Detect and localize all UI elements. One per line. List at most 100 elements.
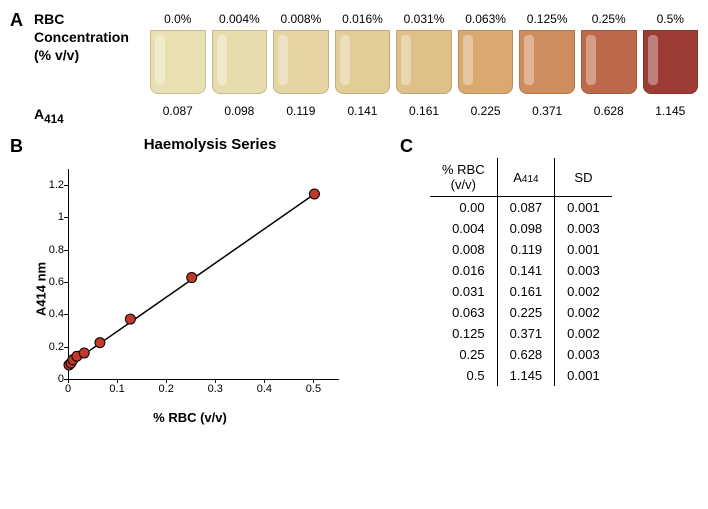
table-row: 0.000.0870.001	[430, 197, 612, 219]
cuvette	[519, 30, 575, 94]
concentration-value: 0.031%	[396, 12, 452, 26]
table-cell: 0.087	[497, 197, 555, 219]
table-cell: 0.371	[497, 323, 555, 344]
a414-value: 0.161	[396, 104, 452, 118]
panel-a: A RBC Concentration (% v/v) 0.0%0.004%0.…	[10, 10, 698, 118]
a414-value: 0.098	[212, 104, 268, 118]
concentration-value: 0.004%	[212, 12, 268, 26]
table-header-row: % RBC (v/v) A414 SD	[430, 158, 612, 197]
table-body: 0.000.0870.0010.0040.0980.0030.0080.1190…	[430, 197, 612, 387]
cuvette	[335, 30, 391, 94]
a414-value: 0.119	[273, 104, 329, 118]
plot-area	[68, 169, 339, 380]
panel-a-label: A	[10, 10, 23, 31]
y-tick-label: 0.8	[34, 244, 64, 256]
table-cell: 0.00	[430, 197, 497, 219]
y-tick-label: 0.2	[34, 341, 64, 353]
table-row: 0.1250.3710.002	[430, 323, 612, 344]
x-tick-label: 0.4	[257, 383, 272, 395]
concentration-value: 0.25%	[581, 12, 637, 26]
concentration-value: 0.016%	[335, 12, 391, 26]
data-point	[309, 189, 319, 199]
table-cell: 0.003	[555, 218, 612, 239]
col-sd-header: SD	[555, 158, 612, 197]
col-a414-header: A414	[497, 158, 555, 197]
chart-svg	[69, 169, 339, 379]
panel-b-label: B	[10, 136, 23, 157]
y-tick-label: 0	[34, 373, 64, 385]
panel-b: B Haemolysis Series A414 nm 00.20.40.60.…	[10, 136, 370, 419]
table-cell: 0.002	[555, 323, 612, 344]
table-cell: 0.225	[497, 302, 555, 323]
table-row: 0.0080.1190.001	[430, 239, 612, 260]
a414-label: A414	[34, 106, 64, 126]
x-tick-label: 0.3	[208, 383, 223, 395]
data-point	[187, 273, 197, 283]
table-cell: 0.063	[430, 302, 497, 323]
table-cell: 0.141	[497, 260, 555, 281]
cuvette-row	[150, 30, 698, 94]
y-tick-label: 0.4	[34, 308, 64, 320]
panel-c-label: C	[400, 136, 413, 157]
x-tick-label: 0	[65, 383, 71, 395]
concentration-row: 0.0% 0.004% 0.008% 0.016% 0.031% 0.063% 0.125%…	[150, 10, 698, 26]
a414-value: 0.371	[519, 104, 575, 118]
rbc-line2: Concentration	[34, 29, 129, 45]
table-cell: 1.145	[497, 365, 555, 386]
table-cell: 0.5	[430, 365, 497, 386]
concentration-value: 0.0%	[150, 12, 206, 26]
cuvette	[643, 30, 699, 94]
table-cell: 0.161	[497, 281, 555, 302]
table-cell: 0.125	[430, 323, 497, 344]
y-tick-label: 1.2	[34, 179, 64, 191]
col-rbc-header: % RBC (v/v)	[430, 158, 497, 197]
y-tick-label: 0.6	[34, 276, 64, 288]
table-cell: 0.002	[555, 281, 612, 302]
concentration-value: 0.5%	[643, 12, 699, 26]
y-tick-label: 1	[34, 211, 64, 223]
x-tick-label: 0.1	[109, 383, 124, 395]
table-row: 0.0040.0980.003	[430, 218, 612, 239]
table-cell: 0.004	[430, 218, 497, 239]
table-cell: 0.031	[430, 281, 497, 302]
panel-c: C % RBC (v/v) A414 SD	[400, 136, 660, 419]
table-cell: 0.119	[497, 239, 555, 260]
lower-row: B Haemolysis Series A414 nm 00.20.40.60.…	[10, 136, 698, 419]
rbc-line3: (% v/v)	[34, 47, 79, 63]
rbc-concentration-label: RBC Concentration (% v/v)	[34, 10, 129, 65]
a414-value: 0.087	[150, 104, 206, 118]
table-cell: 0.001	[555, 197, 612, 219]
concentration-value: 0.008%	[273, 12, 329, 26]
chart-wrap: A414 nm 00.20.40.60.811.2 00.10.20.30.40…	[20, 159, 360, 419]
a414-values-row: 0.087 0.098 0.119 0.141 0.161 0.225 0.371 0.628…	[150, 104, 698, 118]
table-cell: 0.016	[430, 260, 497, 281]
table-cell: 0.002	[555, 302, 612, 323]
table-row: 0.0160.1410.003	[430, 260, 612, 281]
cuvette	[273, 30, 329, 94]
concentration-value: 0.125%	[519, 12, 575, 26]
table-row: 0.51.1450.001	[430, 365, 612, 386]
x-axis-label: % RBC (v/v)	[153, 410, 227, 425]
data-point	[125, 314, 135, 324]
x-tick-label: 0.5	[306, 383, 321, 395]
table-row: 0.250.6280.003	[430, 344, 612, 365]
concentration-value: 0.063%	[458, 12, 514, 26]
rbc-line1: RBC	[34, 11, 64, 27]
cuvette	[212, 30, 268, 94]
figure-root: A RBC Concentration (% v/v) 0.0%0.004%0.…	[10, 10, 698, 419]
cuvette	[458, 30, 514, 94]
a414-value: 0.225	[458, 104, 514, 118]
table-cell: 0.25	[430, 344, 497, 365]
table-row: 0.0310.1610.002	[430, 281, 612, 302]
cuvette	[581, 30, 637, 94]
x-tick-label: 0.2	[159, 383, 174, 395]
table-cell: 0.008	[430, 239, 497, 260]
a414-value: 1.145	[643, 104, 699, 118]
a414-value: 0.141	[335, 104, 391, 118]
cuvette	[396, 30, 452, 94]
a414-value: 0.628	[581, 104, 637, 118]
table-cell: 0.001	[555, 365, 612, 386]
table-cell: 0.003	[555, 260, 612, 281]
data-table: % RBC (v/v) A414 SD 0.000.0870.0010.0040…	[430, 158, 612, 386]
table-cell: 0.001	[555, 239, 612, 260]
